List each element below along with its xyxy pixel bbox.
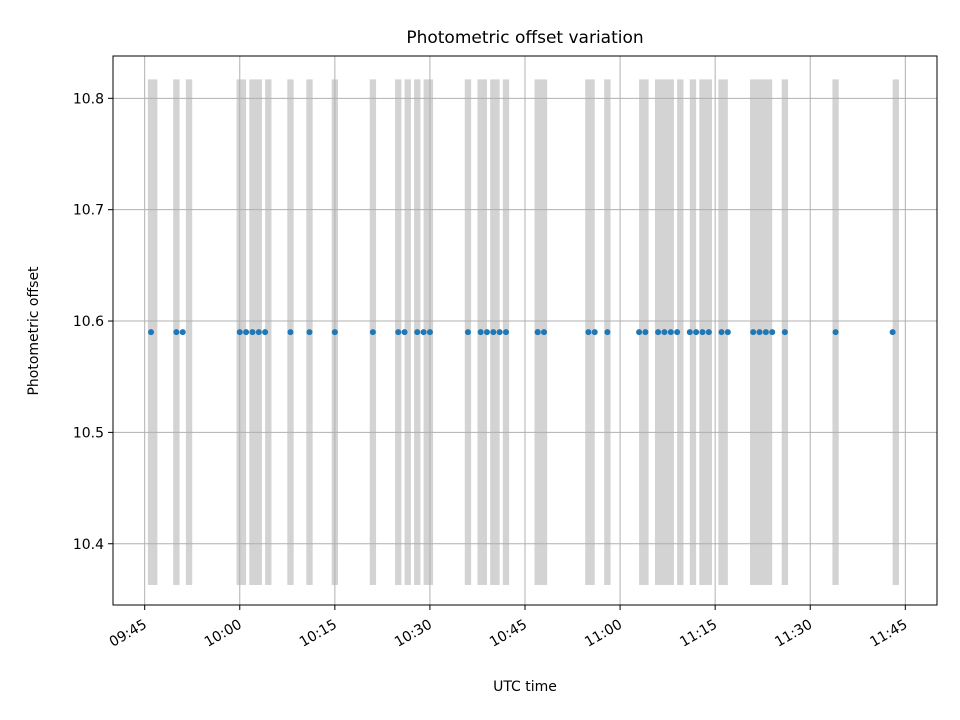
data-point — [724, 329, 731, 336]
x-tick-label: 10:00 — [202, 617, 245, 651]
data-point — [173, 329, 180, 336]
data-point — [762, 329, 769, 336]
data-point — [401, 329, 408, 336]
data-point — [781, 329, 788, 336]
data-point — [490, 329, 497, 336]
x-tick-label: 11:15 — [677, 617, 720, 651]
x-tick-label: 09:45 — [107, 617, 150, 651]
grid — [113, 56, 937, 605]
observation-band — [534, 79, 548, 585]
data-point — [769, 329, 776, 336]
data-point — [686, 329, 693, 336]
data-point — [179, 329, 186, 336]
x-tick-label: 11:30 — [772, 617, 815, 651]
data-point — [750, 329, 757, 336]
chart-title: Photometric offset variation — [406, 28, 643, 48]
data-point — [369, 329, 376, 336]
data-point — [395, 329, 402, 336]
y-tick-label: 10.8 — [73, 91, 104, 107]
data-point — [705, 329, 712, 336]
data-point — [426, 329, 433, 336]
observation-band — [404, 79, 411, 585]
x-axis-label: UTC time — [493, 679, 557, 695]
data-point — [667, 329, 674, 336]
data-point — [420, 329, 427, 336]
data-point — [693, 329, 700, 336]
x-tick-label: 10:45 — [487, 617, 530, 651]
y-tick-label: 10.5 — [73, 425, 104, 441]
y-axis-label: Photometric offset — [26, 266, 42, 396]
data-point — [331, 329, 338, 336]
data-point — [255, 329, 262, 336]
x-tick-label: 11:45 — [867, 617, 910, 651]
observation-band — [689, 79, 697, 585]
data-point — [243, 329, 250, 336]
observation-band — [249, 79, 262, 585]
data-point — [655, 329, 662, 336]
data-point — [636, 329, 643, 336]
y-tick-label: 10.4 — [73, 537, 104, 553]
observation-band — [265, 79, 272, 585]
data-point — [832, 329, 839, 336]
observation-band — [677, 79, 684, 585]
data-point — [287, 329, 294, 336]
data-point — [464, 329, 471, 336]
data-point — [496, 329, 503, 336]
data-point — [534, 329, 541, 336]
data-point — [718, 329, 725, 336]
x-tick-label: 10:30 — [392, 617, 435, 651]
data-point — [236, 329, 243, 336]
observation-band — [892, 79, 899, 585]
data-point — [889, 329, 896, 336]
data-point — [148, 329, 155, 336]
y-tick-label: 10.6 — [73, 314, 104, 330]
data-point — [604, 329, 611, 336]
data-point — [591, 329, 598, 336]
observation-band — [185, 79, 193, 585]
observation-band — [699, 79, 712, 585]
y-tick-label: 10.7 — [73, 203, 104, 219]
data-point — [483, 329, 490, 336]
data-point — [642, 329, 649, 336]
data-point — [756, 329, 763, 336]
data-point — [249, 329, 256, 336]
data-point — [262, 329, 269, 336]
x-tick-label: 10:15 — [297, 617, 340, 651]
data-point — [541, 329, 548, 336]
data-point — [661, 329, 668, 336]
data-point — [414, 329, 421, 336]
data-point — [306, 329, 313, 336]
data-point — [477, 329, 484, 336]
data-point — [674, 329, 681, 336]
data-point — [699, 329, 706, 336]
data-points — [148, 329, 896, 336]
x-tick-label: 11:00 — [582, 617, 625, 651]
data-point — [585, 329, 592, 336]
data-point — [502, 329, 509, 336]
